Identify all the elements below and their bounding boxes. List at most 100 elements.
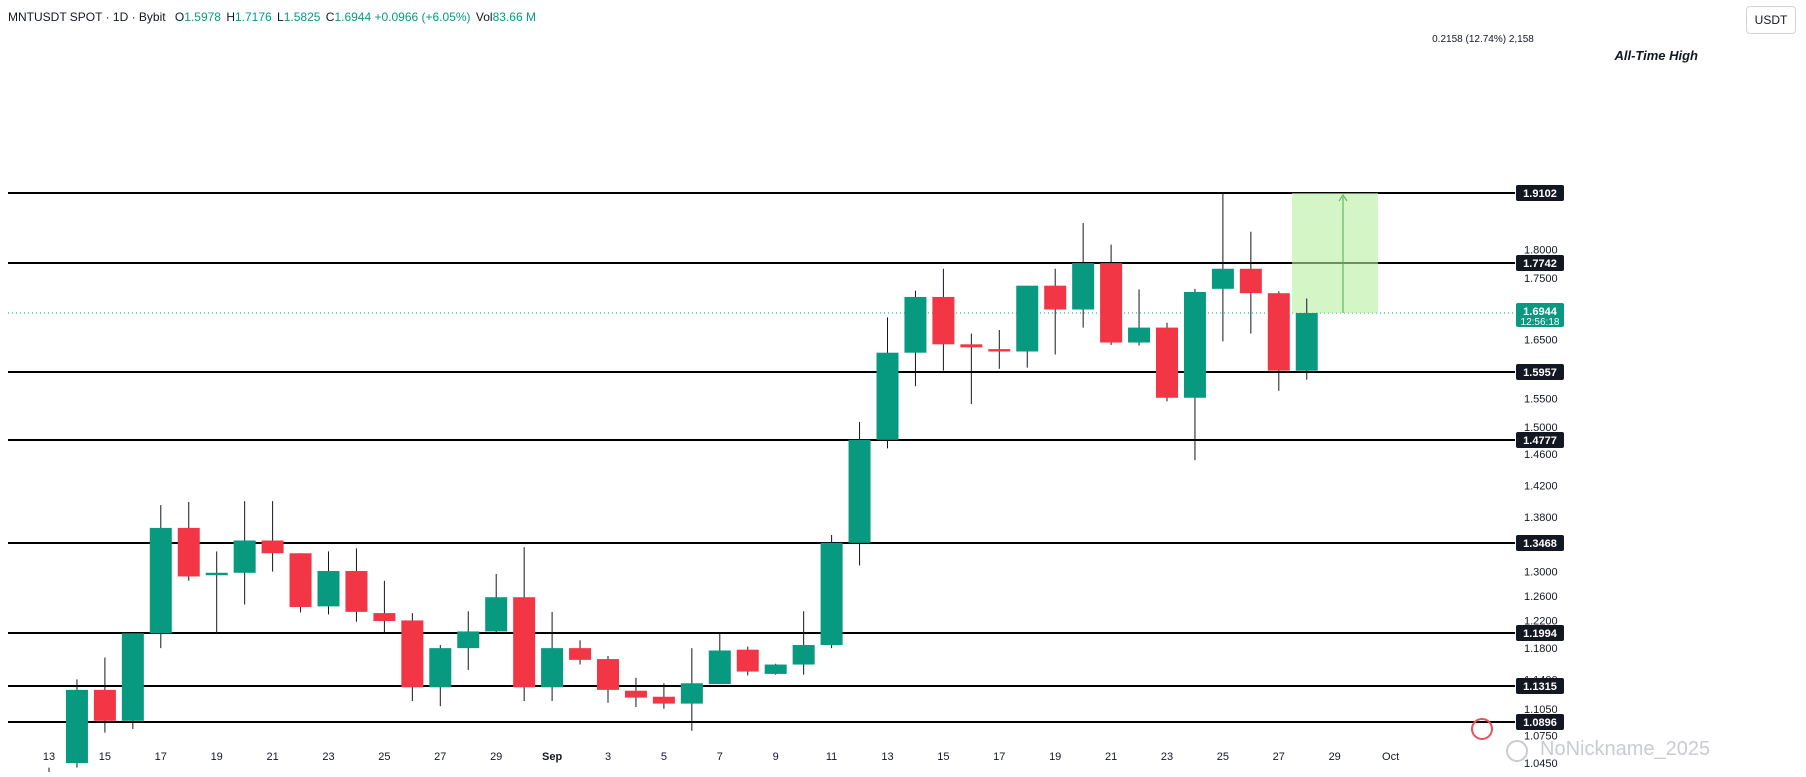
candle-body <box>680 683 703 704</box>
countdown-timer: 12:56:18 <box>1521 317 1560 328</box>
level-tag-bg <box>1516 432 1564 448</box>
high-label: H <box>226 10 235 24</box>
candle[interactable] <box>792 611 815 675</box>
x-axis-tick: 29 <box>1329 751 1341 763</box>
y-axis-tick: 1.6500 <box>1524 335 1558 347</box>
y-axis-tick: 1.8000 <box>1524 245 1558 257</box>
high-value: 1.7176 <box>234 10 272 24</box>
candle[interactable] <box>485 574 508 633</box>
candle[interactable] <box>652 683 675 709</box>
symbol-title[interactable]: MNTUSDT SPOT · 1D · Bybit <box>8 10 166 24</box>
y-axis-tick: 1.3000 <box>1524 567 1558 579</box>
candle[interactable] <box>289 553 312 613</box>
candle[interactable] <box>1044 268 1067 355</box>
level-tag: 1.1994 <box>1523 628 1558 640</box>
y-axis-tick: 1.0450 <box>1524 758 1558 770</box>
candle[interactable] <box>261 501 284 572</box>
candle-body <box>1100 263 1123 343</box>
candle[interactable] <box>513 547 536 702</box>
candle[interactable] <box>960 333 983 405</box>
candle[interactable] <box>93 657 116 733</box>
candle-body <box>401 620 424 688</box>
level-tag: 1.1315 <box>1523 681 1557 693</box>
candle-body <box>261 540 284 554</box>
candle-body <box>177 527 200 577</box>
candle[interactable] <box>345 548 368 622</box>
candle-body <box>65 689 88 763</box>
currency-button[interactable]: USDT <box>1746 6 1796 34</box>
level-tag: 1.9102 <box>1523 188 1557 200</box>
x-axis-tick: 9 <box>773 751 779 763</box>
candle-body <box>1239 268 1262 294</box>
candle[interactable] <box>1100 244 1123 345</box>
candle-body <box>624 690 647 698</box>
candle-body <box>1183 291 1206 398</box>
candle[interactable] <box>317 551 340 615</box>
candle[interactable] <box>205 551 228 635</box>
candle[interactable] <box>876 317 899 449</box>
candle-body <box>1128 327 1151 343</box>
x-axis-tick: 21 <box>1105 751 1117 763</box>
candle-body <box>1211 268 1234 289</box>
candle-body <box>345 570 368 612</box>
measure-arrow-head <box>1338 194 1348 202</box>
candle-body <box>205 572 228 576</box>
flash-icon[interactable] <box>1471 718 1493 740</box>
close-value: 1.6944 <box>334 10 372 24</box>
candle[interactable] <box>1183 288 1206 461</box>
candle-body <box>764 664 787 674</box>
candle[interactable] <box>597 655 619 703</box>
candle[interactable] <box>401 613 424 702</box>
level-tag: 1.5957 <box>1523 367 1557 379</box>
y-axis-tick: 1.1050 <box>1524 704 1558 716</box>
candle[interactable] <box>1239 231 1262 334</box>
candle-body <box>876 352 899 440</box>
candle-body <box>485 597 508 632</box>
x-axis-tick: 21 <box>266 751 278 763</box>
candle[interactable] <box>457 611 480 670</box>
y-axis-tick: 1.7500 <box>1524 273 1558 285</box>
candle[interactable] <box>708 632 731 685</box>
candle[interactable] <box>1267 291 1290 391</box>
copyright-icon <box>1506 740 1528 762</box>
candle[interactable] <box>541 611 564 702</box>
level-tag: 1.4777 <box>1523 435 1557 447</box>
candle[interactable] <box>177 501 200 581</box>
candle[interactable] <box>121 632 144 729</box>
measure-box <box>1292 193 1378 313</box>
candle-body <box>1295 313 1318 371</box>
candle[interactable] <box>429 645 452 707</box>
candle[interactable] <box>680 648 703 731</box>
candle[interactable] <box>820 534 843 649</box>
candle[interactable] <box>1295 298 1318 380</box>
candle-body <box>1267 293 1290 371</box>
candle[interactable] <box>1156 322 1178 402</box>
candle-body <box>569 648 592 660</box>
candle[interactable] <box>624 677 647 708</box>
candle[interactable] <box>764 663 787 675</box>
candle-body <box>317 570 340 607</box>
candle[interactable] <box>1211 193 1234 342</box>
candle[interactable] <box>569 640 592 665</box>
candle[interactable] <box>233 501 256 605</box>
candle[interactable] <box>1072 222 1095 328</box>
y-axis-tick: 1.0750 <box>1524 730 1558 742</box>
candle[interactable] <box>373 580 396 633</box>
x-axis-tick: 13 <box>43 751 55 763</box>
candle-body <box>289 553 312 607</box>
candle[interactable] <box>149 505 172 649</box>
candle[interactable] <box>848 421 871 566</box>
candle[interactable] <box>38 767 60 777</box>
candle[interactable] <box>1128 289 1151 346</box>
candle[interactable] <box>736 646 759 676</box>
candle[interactable] <box>932 268 955 371</box>
candle[interactable] <box>988 329 1011 369</box>
candle[interactable] <box>1016 285 1039 368</box>
candle[interactable] <box>65 679 88 768</box>
candle-body <box>1044 285 1067 310</box>
y-axis-tick: 1.4600 <box>1524 449 1558 461</box>
candle[interactable] <box>904 290 927 387</box>
volume-label: Vol <box>475 10 493 24</box>
